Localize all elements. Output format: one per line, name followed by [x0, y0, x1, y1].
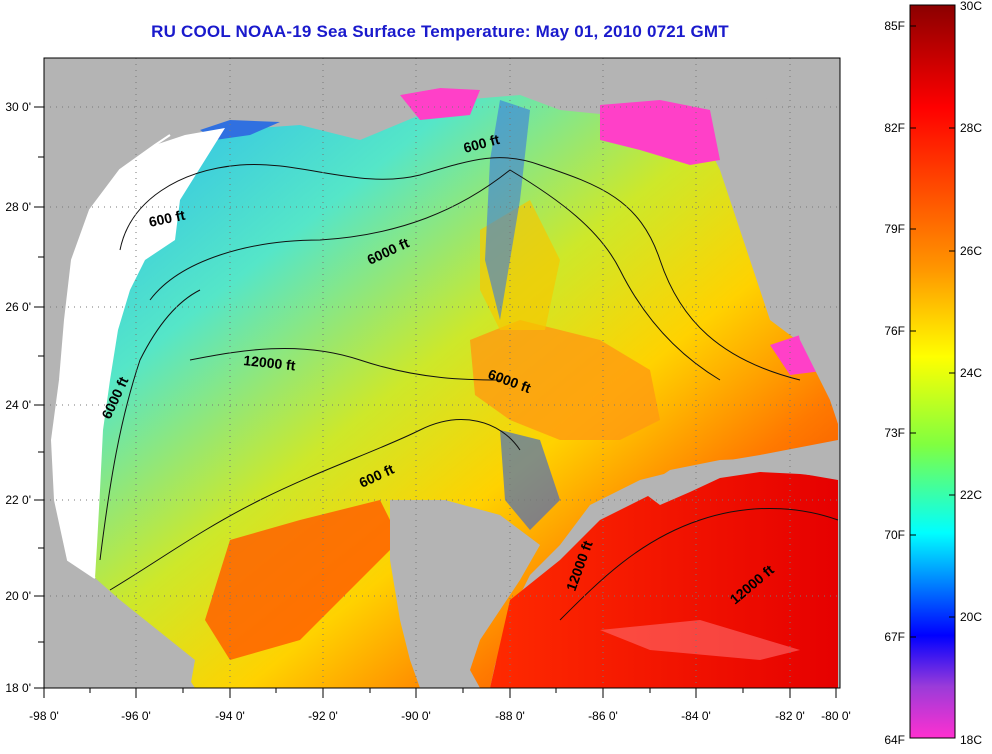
- lat-label: 20 0': [5, 589, 31, 603]
- colorbar-f-label: 82F: [884, 121, 905, 135]
- contour-label: 600 ft: [147, 207, 186, 230]
- lat-label: 28 0': [5, 200, 31, 214]
- yucatan-land: [390, 500, 540, 688]
- colorbar-c-label: 26C: [960, 244, 982, 258]
- lon-label: -88 0': [495, 709, 525, 723]
- lon-label: -94 0': [215, 709, 245, 723]
- cuba-land: [640, 458, 838, 505]
- colorbar-c-label: 18C: [960, 733, 982, 747]
- colorbar-f-label: 76F: [884, 324, 905, 338]
- graticule: [44, 58, 840, 688]
- lat-label: 18 0': [5, 681, 31, 695]
- colorbar-c-label: 30C: [960, 0, 982, 13]
- land: [44, 58, 840, 688]
- longitude-labels: -98 0' -96 0' -94 0' -92 0' -90 0' -88 0…: [29, 709, 851, 723]
- map-border: [43, 57, 841, 689]
- colorbar-f-label: 64F: [884, 733, 905, 747]
- sst-field: [95, 88, 838, 688]
- caribbean-streak: [600, 620, 800, 660]
- cloud-mask: [52, 128, 225, 578]
- contour-600ft-north: [119, 157, 801, 381]
- lon-label: -96 0': [121, 709, 151, 723]
- lat-label: 22 0': [5, 493, 31, 507]
- lat-label: 26 0': [5, 300, 31, 314]
- contour-600ft-south: [109, 419, 521, 591]
- contour-12000ft: [189, 347, 501, 381]
- colorbar-scale: [909, 4, 956, 739]
- colorbar-f-label: 73F: [884, 426, 905, 440]
- colorbar-f-label: 85F: [884, 19, 905, 33]
- lon-label: -82 0': [775, 709, 805, 723]
- contour-label: 12000 ft: [243, 352, 297, 373]
- florida-land: [760, 58, 840, 430]
- colorbar-c-label: 22C: [960, 488, 982, 502]
- colorbar-c-label: 24C: [960, 366, 982, 380]
- lon-label: -86 0': [588, 709, 618, 723]
- mexico-coastline: [50, 134, 171, 579]
- map-title: RU COOL NOAA-19 Sea Surface Temperature:…: [151, 22, 729, 41]
- lon-label: -98 0': [29, 709, 59, 723]
- lon-label: -92 0': [308, 709, 338, 723]
- lat-label: 30 0': [5, 100, 31, 114]
- colorbar-f-label: 70F: [884, 528, 905, 542]
- axis-ticks: [34, 106, 837, 698]
- colorbar: 85F 82F 79F 76F 73F 70F 67F 64F 30C 28C …: [884, 0, 982, 747]
- colorbar-f-ticks: [910, 4, 955, 638]
- lat-label: 24 0': [5, 398, 31, 412]
- lon-label: -80 0': [821, 709, 851, 723]
- contour-12000ft-caribbean: [559, 507, 839, 621]
- colorbar-f-label: 67F: [884, 630, 905, 644]
- colorbar-c-label: 20C: [960, 610, 982, 624]
- lon-label: -90 0': [401, 709, 431, 723]
- mexico-land: [44, 58, 195, 688]
- lon-label: -84 0': [681, 709, 711, 723]
- caribbean-warm-water: [490, 470, 838, 688]
- colorbar-f-label: 79F: [884, 222, 905, 236]
- latitude-labels: 30 0' 28 0' 26 0' 24 0' 22 0' 20 0' 18 0…: [5, 100, 31, 695]
- colorbar-c-label: 28C: [960, 121, 982, 135]
- us-gulf-coast-land: [170, 58, 760, 135]
- contour-6000ft-inner: [149, 169, 721, 381]
